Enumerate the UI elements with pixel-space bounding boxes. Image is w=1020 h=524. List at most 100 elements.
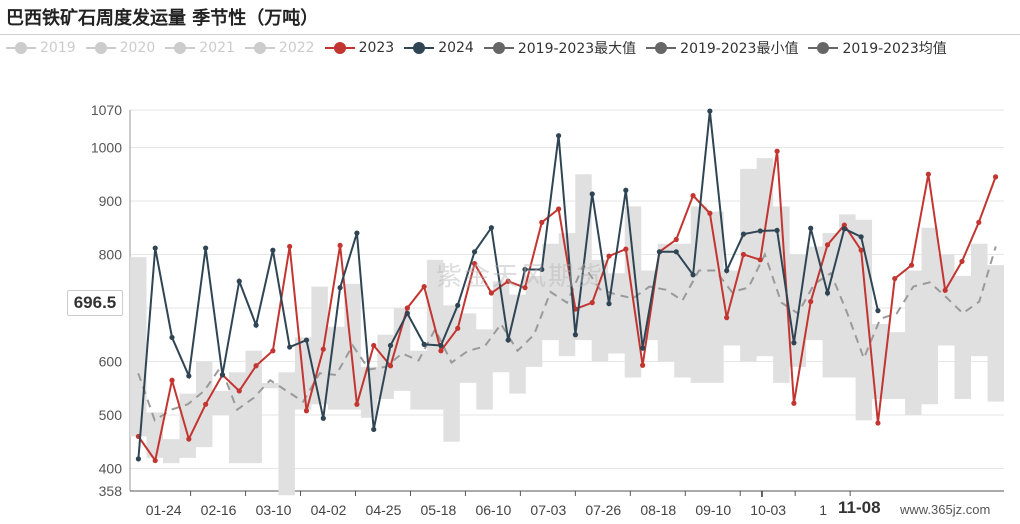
data-point-2023 (539, 219, 545, 225)
data-point-2023 (690, 193, 696, 199)
data-point-2023 (303, 408, 310, 414)
legend-item-2019-2023最大值[interactable]: 2019-2023最大值 (483, 38, 637, 58)
data-point-2023 (640, 362, 646, 368)
data-point-2024 (774, 227, 780, 234)
data-point-2024 (186, 373, 192, 379)
legend-item-2020[interactable]: 2020 (85, 40, 156, 56)
data-point-2023 (287, 243, 293, 250)
legend-item-2019[interactable]: 2019 (6, 40, 76, 56)
x-tick-label: 09-10 (695, 502, 731, 518)
legend-label: 2019 (40, 40, 76, 56)
legend-marker-icon (324, 42, 355, 54)
data-point-2023 (589, 300, 595, 306)
legend-label: 2023 (358, 40, 395, 56)
x-tick-label: 08-18 (640, 502, 676, 518)
data-point-2023 (623, 246, 629, 252)
data-point-2024 (572, 332, 579, 338)
data-point-2024 (287, 344, 293, 350)
data-point-2023 (488, 290, 494, 296)
legend-item-2021[interactable]: 2021 (165, 40, 235, 56)
legend-item-2022[interactable]: 2022 (244, 40, 315, 56)
data-point-2023 (841, 222, 847, 228)
data-point-2023 (186, 436, 192, 442)
data-point-2024 (203, 245, 209, 251)
data-point-2024 (589, 191, 595, 197)
data-point-2023 (724, 315, 730, 321)
data-point-2024 (690, 272, 696, 278)
x-tick-label: 10-03 (750, 502, 786, 518)
legend-label: 2021 (199, 40, 235, 56)
x-tick-label: 04-25 (366, 502, 402, 518)
data-point-2023 (740, 251, 747, 258)
x-tick-label: 07-03 (530, 502, 566, 518)
data-point-2023 (875, 420, 881, 426)
legend-marker-icon (6, 42, 36, 54)
title-divider (0, 34, 1020, 35)
chart-plot: 3584005006007008009001000107001-2402-160… (91, 102, 1004, 518)
legend-label: 2020 (119, 40, 156, 56)
data-point-2024 (135, 456, 142, 462)
y-axis-pointer-label: 696.5 (67, 290, 123, 316)
data-point-2023 (505, 278, 511, 284)
data-point-2024 (623, 187, 629, 193)
data-point-2023 (976, 219, 982, 225)
y-tick-label: 1000 (91, 139, 122, 155)
data-point-2024 (387, 342, 394, 349)
y-tick-label: 800 (99, 246, 123, 262)
data-point-2023 (992, 174, 999, 180)
legend-item-2024[interactable]: 2024 (404, 40, 474, 56)
data-point-2024 (253, 322, 259, 328)
data-point-2024 (791, 340, 797, 346)
data-point-2024 (808, 225, 814, 231)
data-point-2024 (724, 267, 730, 274)
data-point-2024 (320, 415, 326, 421)
data-point-2023 (404, 305, 410, 311)
legend-item-2023[interactable]: 2023 (324, 40, 395, 56)
data-point-2023 (438, 348, 444, 354)
data-point-2024 (404, 310, 410, 316)
legend-label: 2024 (438, 40, 474, 56)
x-tick-label: 07-26 (585, 502, 621, 518)
x-tick-label: 01-24 (146, 502, 182, 518)
x-tick-label: 04-02 (311, 502, 347, 518)
data-point-2023 (959, 258, 965, 265)
legend-item-2019-2023均值[interactable]: 2019-2023均值 (808, 38, 947, 58)
data-point-2024 (421, 341, 427, 347)
data-point-2023 (824, 242, 831, 248)
data-point-2024 (337, 285, 343, 291)
data-point-2023 (673, 236, 679, 243)
y-tick-label: 400 (99, 461, 123, 477)
data-point-2024 (757, 228, 763, 234)
legend-item-2019-2023最小值[interactable]: 2019-2023最小值 (646, 38, 798, 58)
x-tick-label: 05-18 (421, 502, 457, 518)
y-tick-label: 358 (99, 483, 123, 499)
data-point-2023 (774, 148, 780, 154)
y-tick-label: 900 (99, 193, 123, 209)
data-point-2023 (270, 348, 276, 354)
data-point-2023 (757, 257, 763, 263)
legend-marker-icon (165, 42, 196, 54)
data-point-2024 (640, 345, 646, 351)
data-point-2024 (169, 334, 175, 341)
data-point-2024 (354, 230, 360, 236)
data-point-2024 (303, 337, 310, 343)
data-point-2023 (707, 210, 713, 216)
data-point-2024 (152, 245, 158, 251)
data-point-2023 (236, 388, 242, 394)
y-tick-label: 600 (99, 354, 123, 370)
data-point-2024 (455, 302, 461, 308)
data-point-2023 (354, 401, 360, 407)
data-point-2024 (270, 247, 276, 253)
data-point-2023 (253, 363, 259, 369)
legend: 2019 2020 2021 2022 2023 2024 2019-2023最大值 2019… (6, 37, 947, 59)
data-point-2024 (471, 249, 478, 255)
data-point-2024 (371, 426, 377, 433)
watermark: 紫金天风期货 (436, 262, 605, 292)
legend-label: 2019-2023最大值 (517, 41, 637, 57)
x-tick-label: 02-16 (201, 502, 237, 518)
data-point-2023 (522, 285, 528, 291)
data-point-2024 (606, 301, 612, 307)
data-point-2024 (824, 290, 831, 296)
series-line-average (137, 246, 997, 422)
data-point-2024 (841, 226, 847, 232)
